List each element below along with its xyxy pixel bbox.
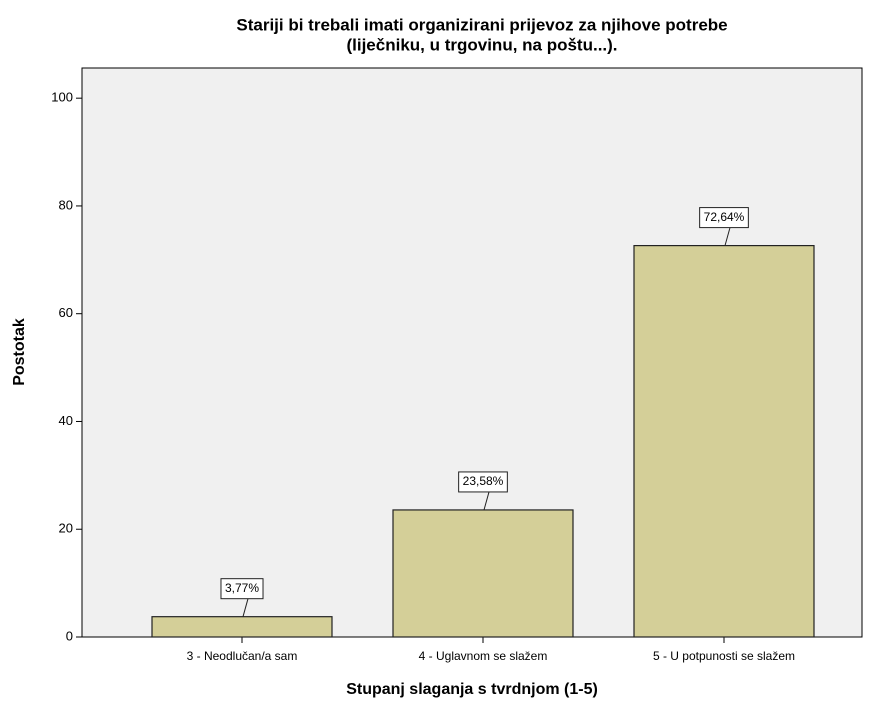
y-axis-title: Postotak (11, 318, 28, 386)
chart-title: Stariji bi trebali imati organizirani pr… (236, 15, 727, 34)
value-label-box (458, 471, 508, 493)
bar (151, 616, 333, 638)
label-leader (724, 227, 731, 246)
chart-title: (liječniku, u trgovinu, na poštu...). (346, 35, 617, 54)
y-tick-label: 20 (59, 521, 73, 536)
y-tick-label: 60 (59, 305, 73, 320)
x-tick-label: 5 - U potpunosti se slažem (653, 649, 795, 663)
y-tick-label: 80 (59, 197, 73, 212)
y-tick-label: 100 (51, 90, 73, 105)
x-tick-label: 3 - Neodlučan/a sam (187, 649, 298, 663)
value-label: 72,64% (704, 210, 745, 224)
bar (633, 244, 815, 638)
value-label-box (699, 207, 749, 229)
value-label-box (220, 578, 264, 600)
x-axis-title: Stupanj slaganja s tvrdnjom (1-5) (346, 681, 598, 698)
y-tick-label: 0 (66, 628, 73, 643)
label-leader (242, 598, 249, 617)
label-leader (483, 491, 490, 511)
y-tick-label: 40 (59, 413, 73, 428)
value-label: 23,58% (463, 474, 504, 488)
value-label: 3,77% (225, 581, 259, 595)
bar (392, 509, 574, 638)
x-tick-label: 4 - Uglavnom se slažem (419, 649, 548, 663)
